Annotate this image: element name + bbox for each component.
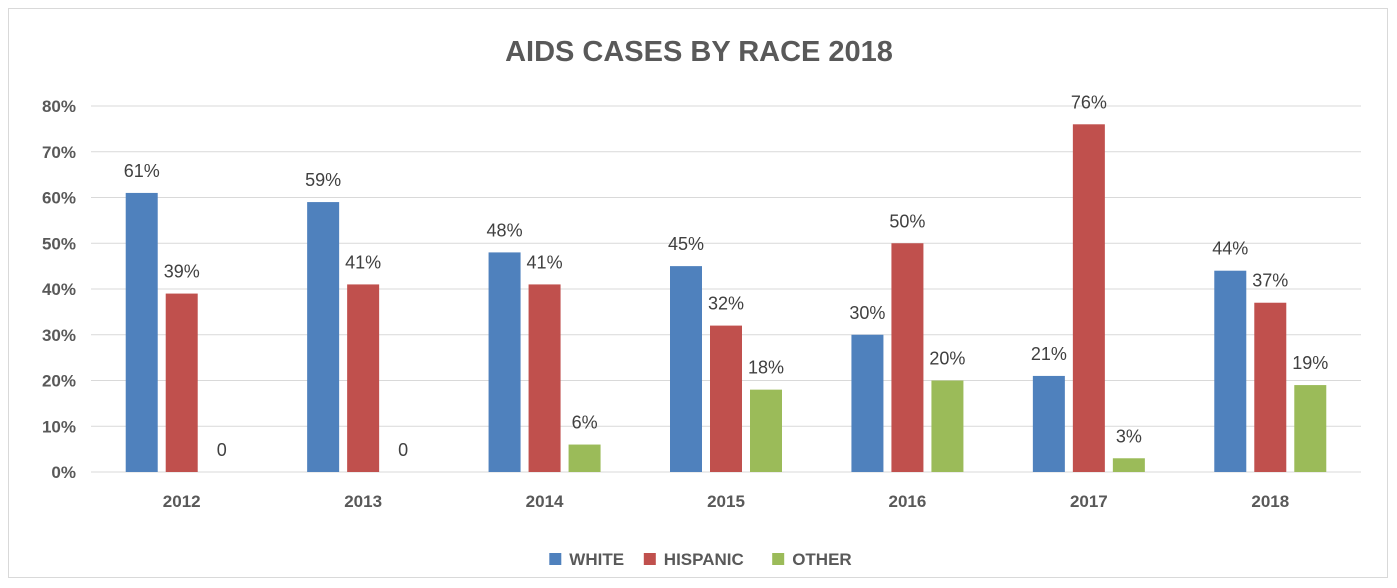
bar-white-2014 xyxy=(488,252,521,472)
data-label: 37% xyxy=(1252,271,1288,291)
y-tick-label: 50% xyxy=(42,234,76,253)
bar-white-2015 xyxy=(670,266,702,472)
x-tick-label: 2012 xyxy=(163,492,201,511)
legend-swatch-white xyxy=(549,553,562,565)
legend: WHITE HISPANIC OTHER xyxy=(549,550,852,569)
bar-hispanic-2017 xyxy=(1072,124,1105,473)
data-label: 6% xyxy=(572,413,598,433)
data-label: 3% xyxy=(1116,426,1142,446)
legend-label-white: WHITE xyxy=(569,550,624,569)
bar-other-2017 xyxy=(1112,458,1145,472)
chart-svg: AIDS CASES BY RACE 2018 0% 10% 20% 30% 40% 50… xyxy=(42,36,1361,569)
x-tick-label: 2014 xyxy=(526,492,564,511)
legend-swatch-hispanic xyxy=(643,553,656,565)
chart-title: AIDS CASES BY RACE 2018 xyxy=(505,36,893,68)
data-label: 18% xyxy=(748,358,784,378)
bar-white-2018 xyxy=(1214,270,1247,472)
data-label: 39% xyxy=(164,262,200,282)
y-tick-label: 70% xyxy=(42,143,76,162)
bar-white-2017 xyxy=(1032,375,1065,472)
bar-white-2016 xyxy=(851,334,884,472)
chart-area: AIDS CASES BY RACE 2018 0% 10% 20% 30% 40% 50… xyxy=(8,8,1388,578)
legend-label-other: OTHER xyxy=(792,550,852,569)
gridlines xyxy=(91,105,1361,473)
bar-other-2014 xyxy=(568,444,601,472)
data-label: 0 xyxy=(217,440,227,460)
bar-hispanic-2014 xyxy=(528,284,561,472)
y-tick-label: 10% xyxy=(42,417,76,436)
data-label: 76% xyxy=(1071,92,1107,112)
data-label: 61% xyxy=(124,161,160,181)
legend-label-hispanic: HISPANIC xyxy=(664,550,744,569)
y-tick-label: 30% xyxy=(42,326,76,345)
bar-other-2015 xyxy=(750,389,782,472)
data-label: 20% xyxy=(929,349,965,369)
y-tick-label: 0% xyxy=(51,463,76,482)
data-label: 30% xyxy=(849,303,885,323)
bar-white-2012 xyxy=(125,192,158,473)
data-label: 41% xyxy=(345,252,381,272)
y-tick-label: 40% xyxy=(42,280,76,299)
bar-other-2016 xyxy=(931,380,964,472)
x-tick-label: 2015 xyxy=(707,492,745,511)
data-label: 48% xyxy=(487,220,523,240)
bar-other-2018 xyxy=(1294,385,1327,472)
data-label: 0 xyxy=(398,440,408,460)
data-label: 45% xyxy=(668,234,704,254)
bar-white-2013 xyxy=(307,202,340,472)
legend-swatch-other xyxy=(772,553,785,565)
x-tick-label: 2018 xyxy=(1251,492,1289,511)
bars xyxy=(125,124,1327,473)
bar-hispanic-2016 xyxy=(891,243,924,472)
x-axis: 2012 2013 2014 2015 2016 2017 2018 xyxy=(163,492,1289,511)
x-tick-label: 2016 xyxy=(889,492,927,511)
data-label: 21% xyxy=(1031,344,1067,364)
data-label: 19% xyxy=(1292,353,1328,373)
data-label: 50% xyxy=(889,211,925,231)
y-tick-label: 20% xyxy=(42,372,76,391)
data-label: 41% xyxy=(527,252,563,272)
bar-hispanic-2018 xyxy=(1254,302,1287,472)
data-label: 32% xyxy=(708,294,744,314)
bar-hispanic-2013 xyxy=(347,284,380,472)
x-tick-label: 2013 xyxy=(344,492,382,511)
data-labels: 61%39%059%41%048%41%6%45%32%18%30%50%20%… xyxy=(124,92,1329,460)
data-label: 59% xyxy=(305,170,341,190)
bar-hispanic-2012 xyxy=(165,293,198,472)
y-axis: 0% 10% 20% 30% 40% 50% 60% 70% 80% xyxy=(42,97,76,482)
data-label: 44% xyxy=(1212,239,1248,259)
y-tick-label: 60% xyxy=(42,189,76,208)
bar-hispanic-2015 xyxy=(710,325,742,472)
x-tick-label: 2017 xyxy=(1070,492,1108,511)
y-tick-label: 80% xyxy=(42,97,76,116)
